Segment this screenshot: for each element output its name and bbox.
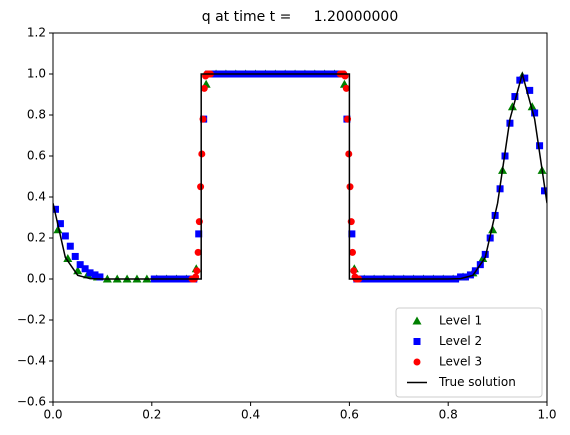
square-marker [536, 142, 544, 150]
axes-frame [52, 32, 548, 403]
line [53, 71, 547, 280]
square-marker [61, 232, 69, 240]
plot-area [53, 69, 547, 283]
square-marker [457, 273, 465, 281]
square-marker [521, 74, 529, 82]
square-marker [516, 76, 524, 84]
legend-label: Level 2 [439, 334, 482, 348]
y-tick-label: −0.4 [17, 354, 46, 368]
y-tick-label: 0.0 [27, 272, 46, 286]
x-tick-label: 0.8 [439, 408, 458, 422]
triangle-marker [507, 102, 517, 111]
square-marker [76, 261, 84, 269]
circle-marker [342, 84, 350, 92]
square-marker [413, 338, 421, 345]
square-marker [511, 93, 519, 101]
legend-label: Level 1 [439, 314, 482, 328]
square-marker [81, 265, 89, 273]
square-marker [348, 230, 356, 238]
square-marker [96, 273, 104, 281]
square-marker [86, 269, 94, 277]
y-tick-label: 0.4 [27, 190, 46, 204]
triangle-marker [63, 254, 73, 262]
square-marker [531, 109, 539, 117]
circle-marker [413, 358, 421, 366]
legend-label: Level 3 [439, 355, 482, 369]
triangle-marker [478, 254, 488, 262]
legend-box [395, 307, 543, 398]
x-tick-label: 0.0 [43, 408, 62, 422]
triangle-marker [53, 225, 63, 234]
chart-title: q at time t = 1.20000000 [202, 9, 398, 25]
circle-marker [194, 248, 202, 256]
y-tick-label: 0.2 [27, 231, 46, 245]
y-tick-label: 0.6 [27, 149, 46, 163]
square-marker [195, 230, 203, 238]
circle-marker [200, 84, 208, 92]
square-marker [53, 205, 59, 213]
y-tick-label: −0.6 [17, 395, 46, 409]
square-marker [71, 252, 79, 260]
x-tick-label: 1.0 [537, 408, 556, 422]
triangle-marker [488, 225, 498, 234]
triangle-marker [527, 102, 537, 111]
x-tick-label: 0.2 [142, 408, 161, 422]
square-marker [466, 271, 474, 279]
square-marker [56, 220, 64, 228]
triangle-marker [412, 316, 422, 325]
circle-marker [348, 248, 356, 256]
square-marker [526, 86, 534, 94]
y-tick-label: 0.8 [27, 108, 46, 122]
square-marker [541, 187, 547, 195]
circle-marker [350, 267, 358, 275]
x-tick-label: 0.4 [241, 408, 260, 422]
circle-marker [193, 267, 201, 275]
square-marker [66, 242, 74, 250]
x-tick-label: 0.6 [340, 408, 359, 422]
y-tick-label: −0.2 [17, 313, 46, 327]
y-tick-label: 1.2 [27, 26, 46, 40]
square-marker [91, 271, 99, 279]
legend-label: True solution [438, 375, 516, 389]
y-tick-label: 1.0 [27, 67, 46, 81]
